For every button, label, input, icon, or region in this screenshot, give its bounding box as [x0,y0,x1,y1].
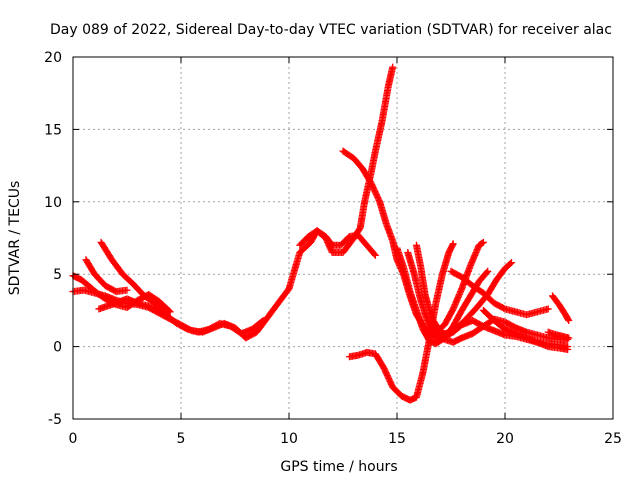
data-point-plus [166,308,174,316]
data-point-plus [165,307,173,315]
data-point-plus [258,318,266,326]
x-axis-label: GPS time / hours [280,459,397,475]
x-tick-label: 0 [69,431,78,447]
y-tick-label: -5 [48,412,62,428]
y-tick-label: 15 [44,122,62,138]
series-track-6 [296,227,379,259]
data-point-plus [155,305,163,313]
x-tick-label: 15 [388,431,406,447]
series-track-4 [82,256,131,296]
data-point-plus [478,239,486,247]
data-point-plus [565,317,573,325]
series-track-8 [345,240,457,404]
data-point-plus [565,334,573,342]
series-track-15 [544,328,573,342]
data-point-plus [259,317,267,325]
chart-title: Day 089 of 2022, Sidereal Day-to-day VTE… [50,22,612,38]
series-track-13 [479,306,572,353]
y-axis-label: SDTVAR / TECUs [7,181,23,296]
data-point-plus [449,240,457,248]
data-point-plus [370,250,378,258]
data-point-plus [483,268,491,276]
series-track-2 [97,238,267,338]
series-track-11 [412,241,515,339]
axis-ticks: 0 5 10 15 20 25 -5 0 5 10 15 20 [44,50,622,447]
grid-lines [73,57,613,419]
data-point-plus [507,259,515,267]
data-point-plus [479,238,487,246]
y-tick-label: 20 [44,50,62,66]
x-tick-label: 5 [177,431,186,447]
series-track-5 [95,295,163,313]
data-series [69,63,573,404]
data-point-plus [564,345,572,353]
series-track-9 [393,244,492,348]
data-point-plus [506,260,514,268]
y-tick-label: 0 [53,340,62,356]
x-tick-label: 10 [280,431,298,447]
data-point-plus [484,267,492,275]
y-tick-label: 10 [44,195,62,211]
series-track-16 [432,238,487,336]
y-tick-label: 5 [53,267,62,283]
x-tick-label: 25 [604,431,622,447]
data-point-plus [544,305,552,313]
data-point-plus [123,286,131,294]
data-point-plus [371,251,379,259]
x-tick-label: 20 [496,431,514,447]
plot-frame [72,56,614,420]
data-point-plus [389,63,397,71]
series-track-14 [549,292,573,325]
